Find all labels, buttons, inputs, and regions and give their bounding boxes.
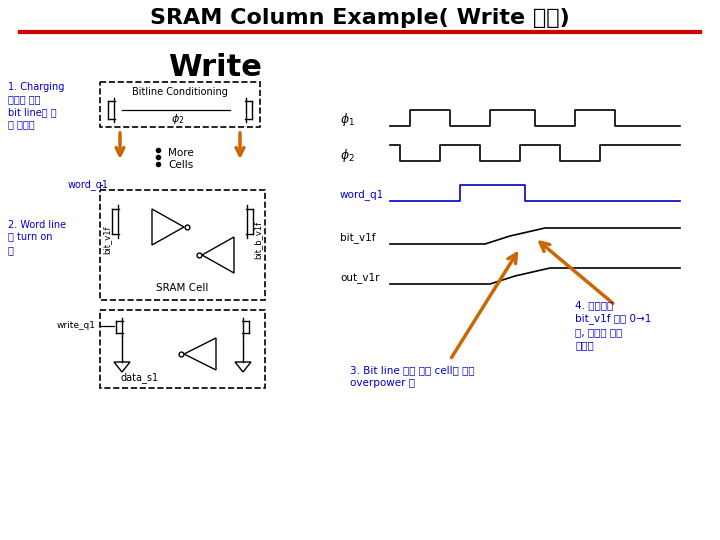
Text: SRAM Column Example( Write 모델): SRAM Column Example( Write 모델) [150,8,570,28]
Text: $\phi_1$: $\phi_1$ [340,111,355,129]
Text: write_q1: write_q1 [57,321,96,330]
Text: SRAM Cell: SRAM Cell [156,283,209,293]
Text: 2. Word line
을 turn on
함: 2. Word line 을 turn on 함 [8,220,66,255]
Text: out_v1r: out_v1r [340,273,379,284]
Text: bit_v1f: bit_v1f [102,226,112,254]
Text: 3. Bit line 값에 의해 cell의 값이
overpower 됨: 3. Bit line 값에 의해 cell의 값이 overpower 됨 [350,365,474,388]
Text: $\phi_2$: $\phi_2$ [340,146,355,164]
Text: bit_b_v1f: bit_b_v1f [253,221,263,259]
Text: word_q1: word_q1 [340,190,384,200]
Text: Write: Write [168,53,262,83]
Text: Cells: Cells [168,160,193,170]
Text: 1. Charging
회로에 의해
bit line에 값
이 인가됨: 1. Charging 회로에 의해 bit line에 값 이 인가됨 [8,82,64,129]
Text: $\phi_2$: $\phi_2$ [171,112,185,126]
Bar [100,82,260,127]
Bar [100,190,265,300]
Text: word_q1: word_q1 [68,179,109,191]
Text: Bitline Conditioning: Bitline Conditioning [132,87,228,97]
Bar [100,310,265,388]
Text: bit_v1f: bit_v1f [340,233,376,244]
Text: data_s1: data_s1 [121,373,159,383]
Text: More: More [168,148,194,158]
Text: 4. 그림에서
bit_v1f 값은 0→1
로, 새로운 값이
쓰여짐: 4. 그림에서 bit_v1f 값은 0→1 로, 새로운 값이 쓰여짐 [575,300,652,350]
